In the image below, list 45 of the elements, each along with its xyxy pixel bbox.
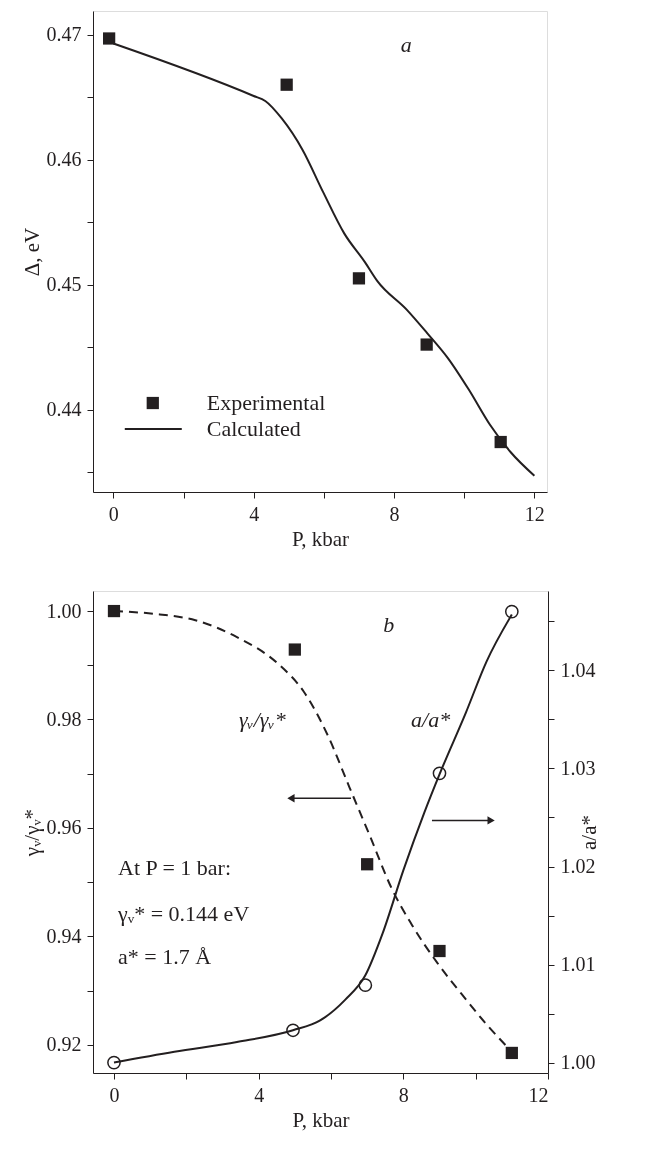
y-tick-label: 0.96 <box>46 816 82 839</box>
annotation: a <box>400 31 412 57</box>
x-tick-label: 0 <box>109 1083 120 1106</box>
y2-tick-label: 1.03 <box>560 756 596 779</box>
annotation: b <box>383 611 395 637</box>
x-tick-label: 0 <box>108 502 119 525</box>
y2-tick-label: 1.02 <box>560 855 596 878</box>
point <box>504 604 519 619</box>
point <box>352 272 366 285</box>
y2-tick-label: 1.04 <box>560 658 596 681</box>
x-tick-label: 8 <box>398 1083 409 1106</box>
annotation: a* = 1.7 Å <box>118 944 212 970</box>
annotation: At P = 1 bar: <box>118 855 232 881</box>
point <box>433 944 446 958</box>
series-label: a/a* <box>411 707 451 733</box>
point <box>505 1046 518 1060</box>
annotation: γᵥ* = 0.144 eV <box>117 900 250 926</box>
y2-axis-title: a/a* <box>576 815 601 850</box>
legend-label: Calculated <box>206 416 301 442</box>
y-tick-label: 0.47 <box>46 23 82 46</box>
y-tick-label: 0.45 <box>46 273 82 296</box>
x-tick-label: 4 <box>249 502 260 525</box>
x-axis-title: P, kbar <box>291 526 350 551</box>
x-tick-label: 12 <box>528 1083 549 1106</box>
y2-tick-label: 1.01 <box>560 953 596 976</box>
x-tick-label: 12 <box>524 502 545 525</box>
y-tick-label: 1.00 <box>46 599 82 622</box>
y-tick-label: 0.92 <box>46 1033 82 1056</box>
y-tick-label: 0.46 <box>46 148 82 171</box>
point <box>280 78 293 91</box>
x-tick-label: 4 <box>254 1083 265 1106</box>
y-axis-title: Δ, eV <box>19 227 44 277</box>
legend-label: Experimental <box>206 390 326 416</box>
y-axis-title: γᵥ/γᵥ* <box>19 808 44 858</box>
y-tick-label: 0.44 <box>46 398 82 421</box>
point <box>361 858 374 871</box>
series-label: γᵥ/γᵥ* <box>238 707 286 733</box>
y-tick-label: 0.94 <box>46 924 82 947</box>
y2-tick-label: 1.00 <box>560 1051 596 1074</box>
point <box>420 338 433 351</box>
y-tick-label: 0.98 <box>46 708 82 730</box>
point <box>288 643 301 656</box>
point <box>103 32 116 45</box>
x-tick-label: 8 <box>389 502 400 525</box>
x-axis-title: P, kbar <box>292 1107 350 1132</box>
